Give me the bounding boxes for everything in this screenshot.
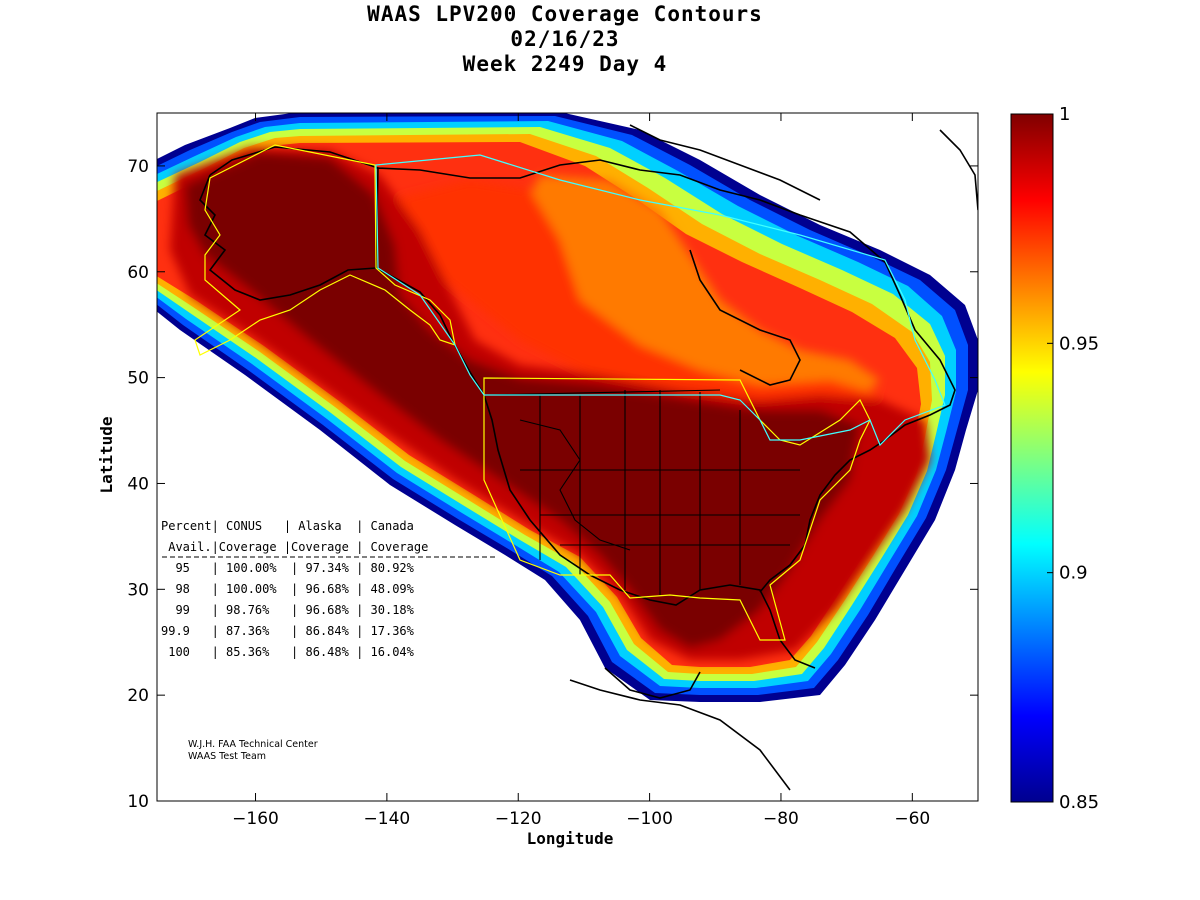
x-axis-label: Longitude: [527, 829, 614, 848]
x-tick-label: −80: [763, 809, 799, 829]
x-tick-label: −160: [232, 809, 279, 829]
table-header-1: Percent| CONUS | Alaska | Canada: [161, 519, 414, 533]
table-row: 95 | 100.00% | 97.34% | 80.92%: [161, 561, 415, 575]
chart-title: WAAS LPV200 Coverage Contours 02/16/23 W…: [365, 2, 765, 77]
x-axis-ticks: −160 −140 −120 −100 −80 −60: [232, 113, 930, 829]
title-line-2: 02/16/23: [510, 27, 620, 51]
table-row: 100 | 85.36% | 86.48% | 16.04%: [161, 645, 415, 659]
service-volumes: [194, 144, 946, 641]
credit-line-2: WAAS Test Team: [188, 751, 266, 762]
table-row: 98 | 100.00% | 96.68% | 48.09%: [161, 582, 415, 596]
x-tick-label: −120: [495, 809, 542, 829]
y-tick-label: 20: [127, 686, 149, 706]
credit-line-1: W.J.H. FAA Technical Center: [188, 739, 318, 750]
colorbar-tick-label: 0.95: [1059, 333, 1099, 354]
y-tick-label: 50: [127, 369, 149, 389]
y-tick-label: 60: [127, 263, 149, 283]
y-axis-ticks: 10 20 30 40 50 60 70: [127, 157, 978, 812]
colorbar: [1010, 113, 1054, 803]
colorbar-tick-label: 0.85: [1059, 792, 1099, 813]
y-axis-label: Latitude: [97, 416, 116, 493]
coverage-table: Percent| CONUS | Alaska | Canada Avail.|…: [161, 519, 496, 659]
title-line-3: Week 2249 Day 4: [462, 52, 668, 76]
y-tick-label: 40: [127, 474, 149, 494]
colorbar-tick-label: 1: [1059, 104, 1070, 125]
y-tick-label: 30: [127, 580, 149, 600]
state-borders: [483, 389, 800, 595]
plot-frame: [156, 112, 979, 802]
table-row: 99.9 | 87.36% | 86.84% | 17.36%: [161, 624, 415, 638]
table-header-2: Avail.|Coverage |Coverage | Coverage: [161, 540, 428, 554]
colorbar-ticks: 1 0.95 0.9 0.85: [1047, 104, 1099, 813]
colorbar-tick-label: 0.9: [1059, 563, 1088, 584]
x-tick-label: −100: [626, 809, 673, 829]
table-row: 99 | 98.76% | 96.68% | 30.18%: [161, 603, 415, 617]
x-tick-label: −60: [894, 809, 930, 829]
title-line-1: WAAS LPV200 Coverage Contours: [367, 2, 763, 26]
x-tick-label: −140: [364, 809, 411, 829]
y-tick-label: 70: [127, 157, 149, 177]
y-tick-label: 10: [127, 792, 149, 812]
